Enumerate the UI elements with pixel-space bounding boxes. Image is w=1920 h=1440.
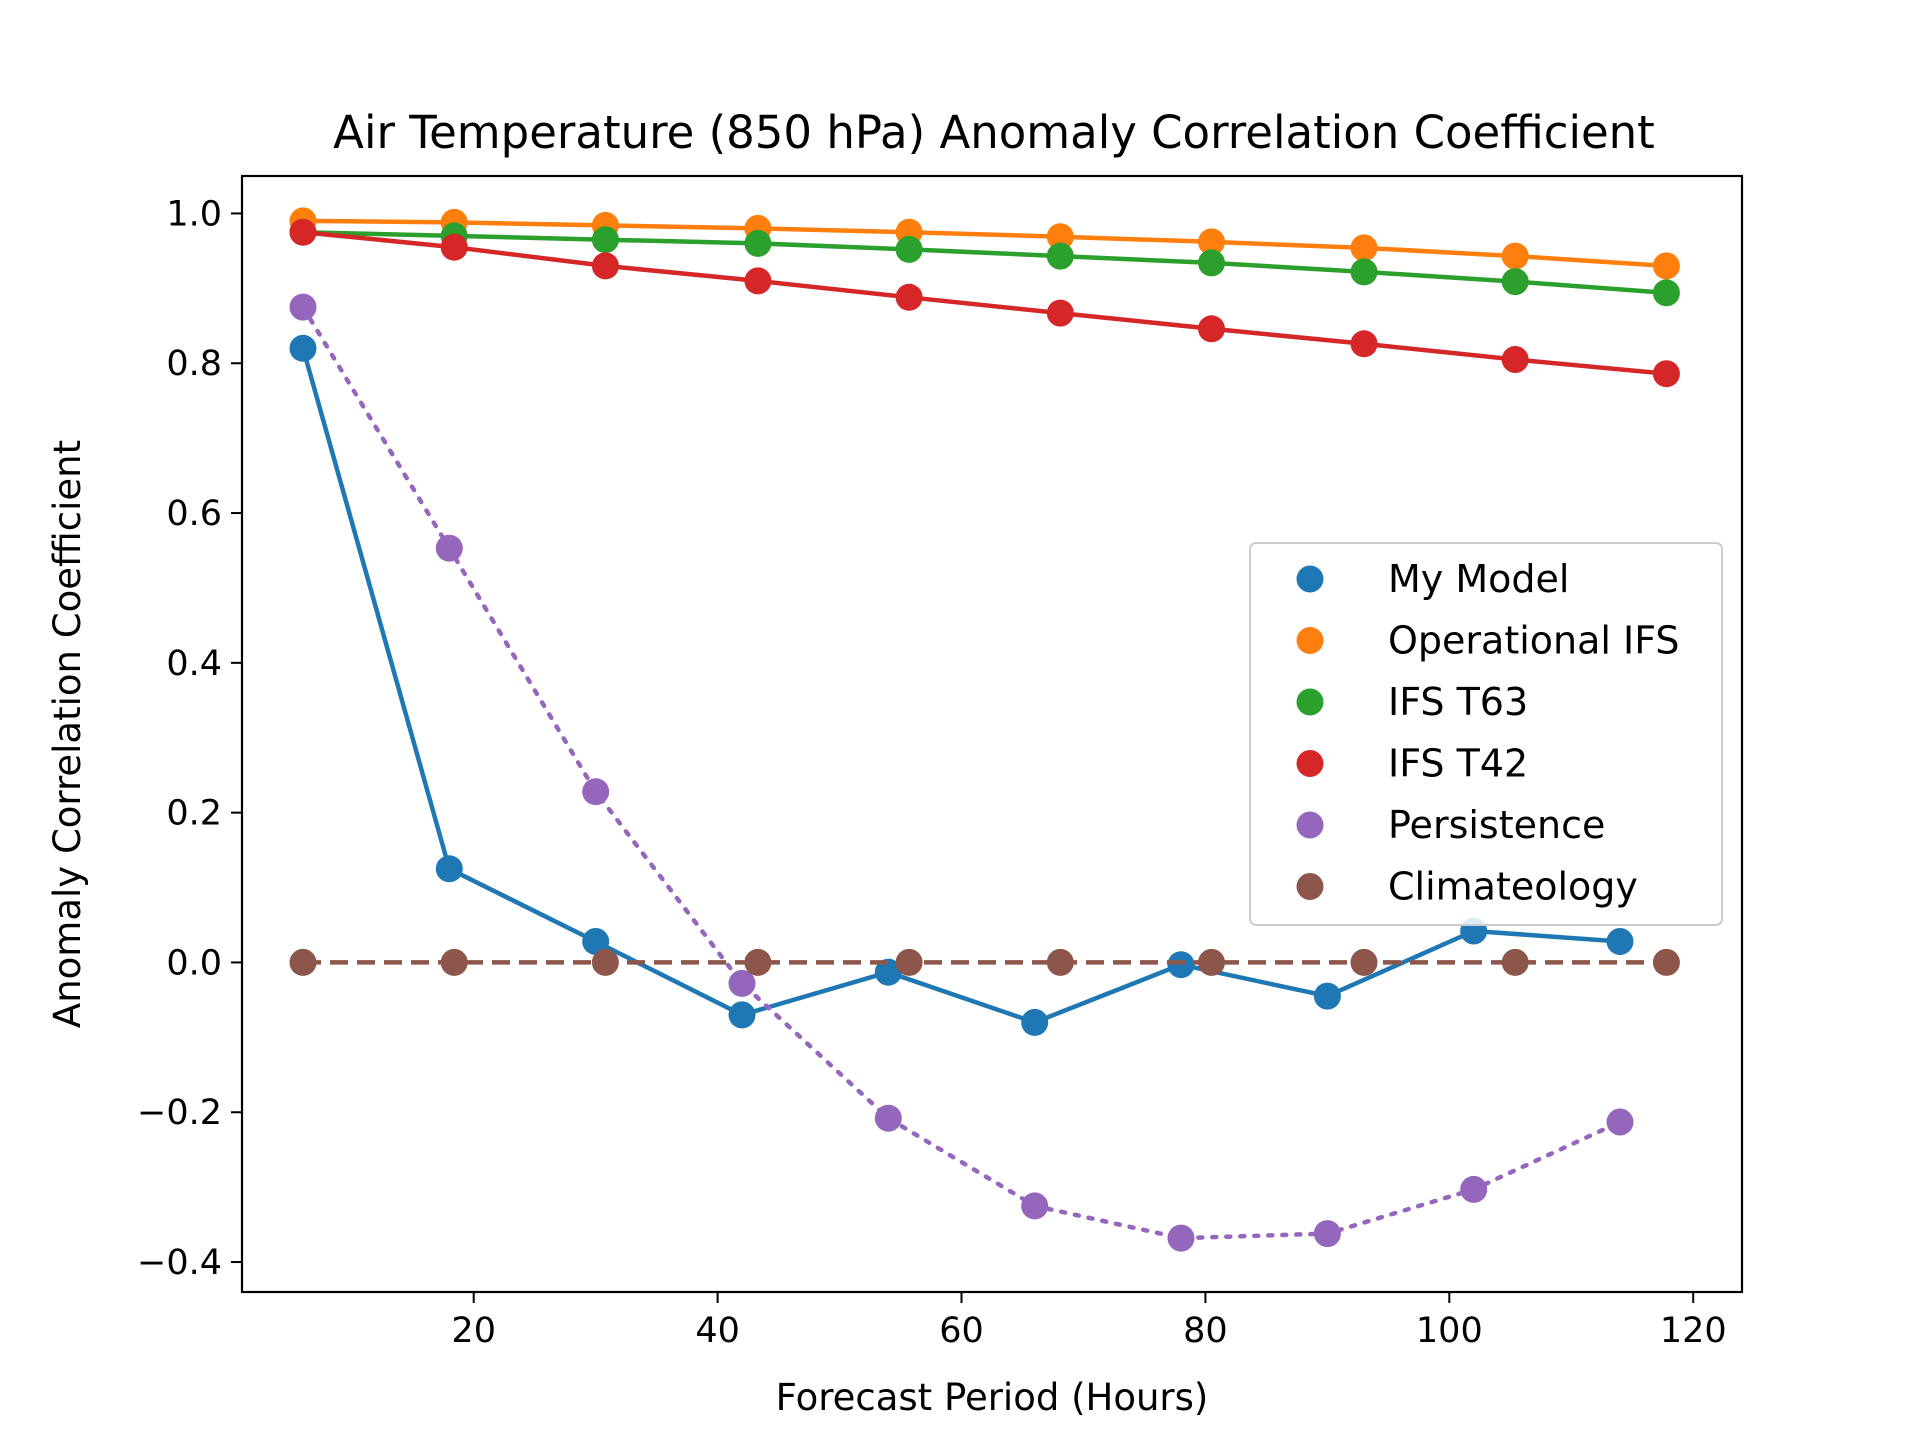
legend-label-5: Climateology — [1388, 865, 1638, 909]
series-5-point — [895, 948, 923, 976]
x-axis: 20 40 60 80 100 120 — [451, 1292, 1727, 1351]
series-0-point — [728, 1001, 756, 1029]
series-1-point — [1652, 252, 1680, 280]
series-2-point — [1198, 249, 1225, 277]
series-0-point — [1313, 982, 1341, 1010]
series-line-1 — [302, 218, 1667, 269]
series-0-point — [435, 855, 463, 883]
legend-label-2: IFS T63 — [1388, 680, 1528, 724]
y-tick-label: 0.2 — [166, 794, 222, 834]
series-3-point — [895, 283, 923, 311]
legend-marker-2 — [1296, 688, 1324, 716]
x-tick-label: 100 — [1416, 1311, 1483, 1351]
y-tick-label: 0.0 — [166, 943, 222, 983]
series-3-point — [289, 218, 317, 246]
legend-box — [1249, 542, 1723, 926]
series-3-point — [440, 233, 468, 261]
series-4-point — [1606, 1108, 1634, 1136]
x-axis-label: Forecast Period (Hours) — [776, 1376, 1209, 1419]
series-2-point — [1350, 258, 1378, 286]
series-0-point — [1167, 951, 1195, 979]
series-0-point — [582, 928, 610, 955]
series-4-point — [1021, 1192, 1049, 1220]
chart-title: Air Temperature (850 hPa) Anomaly Correl… — [333, 106, 1655, 159]
y-tick-label: 0.4 — [166, 644, 222, 684]
series-line-4 — [300, 304, 1623, 1241]
series-4-point — [728, 969, 756, 997]
series-3-point — [1198, 315, 1225, 343]
legend-label-3: IFS T42 — [1388, 742, 1528, 786]
y-tick-label: 0.8 — [166, 344, 222, 384]
series-4-point — [1167, 1224, 1195, 1252]
series-5-point — [1652, 948, 1680, 976]
series-3-point — [1501, 346, 1529, 373]
series-line-3 — [302, 229, 1667, 376]
series-line-2 — [302, 229, 1667, 296]
legend-label-0: My Model — [1388, 557, 1569, 601]
y-axis-label: Anomaly Correlation Coefficient — [46, 440, 89, 1028]
series-2-point — [1501, 268, 1529, 296]
series-5-point — [1046, 948, 1074, 976]
x-tick-label: 40 — [695, 1311, 740, 1351]
series-5-point — [440, 948, 468, 976]
x-tick-label: 120 — [1660, 1311, 1727, 1351]
plot-frame — [240, 174, 1744, 1294]
series-5-point — [1198, 948, 1225, 976]
x-tick-label: 80 — [1183, 1311, 1228, 1351]
y-tick-label: 1.0 — [166, 194, 222, 234]
series-3-point — [1350, 330, 1378, 358]
series-4-point — [582, 778, 610, 806]
series-2-point — [591, 226, 619, 254]
x-tick-label: 60 — [939, 1311, 984, 1351]
series-4-point — [1460, 1175, 1488, 1203]
series-1-point — [1501, 242, 1529, 270]
series-3-point — [591, 252, 619, 280]
legend: My Model Operational IFS IFS T63 IFS T42 Per… — [1249, 542, 1723, 926]
series-4-point — [435, 534, 463, 562]
series-3-point — [1046, 299, 1074, 327]
series-5-point — [591, 948, 619, 976]
y-tick-label: −0.2 — [137, 1093, 222, 1133]
x-tick-label: 20 — [451, 1311, 496, 1351]
series-1-point — [1350, 234, 1378, 262]
legend-label-4: Persistence — [1388, 803, 1605, 847]
y-axis: −0.4 −0.2 0.0 0.2 0.4 0.6 0.8 1.0 — [137, 194, 242, 1283]
series-3-point — [1652, 360, 1680, 388]
legend-marker-1 — [1296, 627, 1324, 654]
series-0-point — [1021, 1008, 1049, 1036]
series-5-point — [289, 948, 317, 976]
plot-series-layer — [289, 207, 1680, 1252]
series-2-point — [895, 235, 923, 263]
legend-marker-4 — [1296, 811, 1324, 839]
series-2-point — [1652, 279, 1680, 307]
legend-marker-0 — [1296, 565, 1324, 593]
series-4-point — [1313, 1220, 1341, 1248]
y-tick-label: −0.4 — [137, 1243, 222, 1283]
series-1-point — [1046, 223, 1074, 251]
series-4-point — [289, 293, 317, 321]
series-4-point — [874, 1104, 902, 1132]
series-5-point — [1350, 948, 1378, 976]
legend-marker-3 — [1296, 750, 1324, 777]
series-5-point — [744, 948, 772, 976]
legend-label-1: Operational IFS — [1388, 619, 1680, 663]
y-tick-label: 0.6 — [166, 494, 222, 534]
series-0-point — [1606, 928, 1634, 955]
series-0-point — [289, 334, 317, 362]
series-2-point — [744, 229, 772, 257]
series-1-point — [1198, 228, 1225, 256]
series-5-point — [1501, 948, 1529, 976]
series-2-point — [1046, 242, 1074, 270]
series-0-point — [874, 958, 902, 986]
legend-marker-5 — [1296, 873, 1324, 900]
series-3-point — [744, 267, 772, 295]
